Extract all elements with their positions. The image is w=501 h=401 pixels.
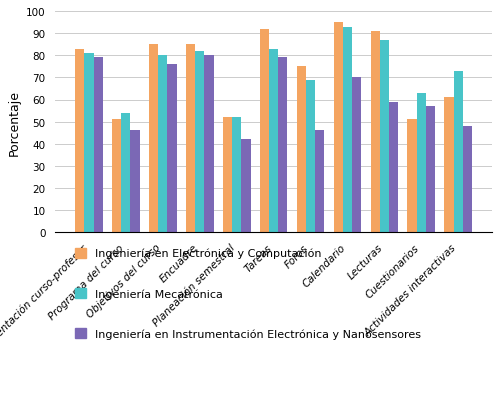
Bar	[388, 103, 397, 233]
Bar	[296, 67, 305, 233]
Bar	[407, 120, 416, 233]
Bar	[453, 71, 462, 233]
Bar	[425, 107, 434, 233]
Bar	[315, 131, 324, 233]
Bar	[84, 54, 93, 233]
Bar	[379, 41, 388, 233]
Bar	[269, 49, 278, 233]
Bar	[204, 56, 213, 233]
Bar	[149, 45, 158, 233]
Y-axis label: Porcentaje: Porcentaje	[8, 89, 20, 155]
Bar	[93, 59, 103, 233]
Bar	[370, 32, 379, 233]
Bar	[185, 45, 195, 233]
Bar	[443, 98, 453, 233]
Bar	[195, 52, 204, 233]
Bar	[305, 80, 315, 233]
Bar	[462, 127, 471, 233]
Bar	[158, 56, 167, 233]
Legend: Ingeniería en Instrumentación Electrónica y Nanosensores: Ingeniería en Instrumentación Electrónic…	[71, 324, 425, 343]
Bar	[231, 118, 241, 233]
Bar	[342, 27, 351, 233]
Bar	[351, 78, 361, 233]
Bar	[112, 120, 121, 233]
Bar	[130, 131, 139, 233]
Bar	[333, 23, 342, 233]
Bar	[75, 49, 84, 233]
Legend: Ingeniería Mecatrónica: Ingeniería Mecatrónica	[71, 284, 227, 303]
Bar	[121, 113, 130, 233]
Bar	[241, 140, 250, 233]
Bar	[167, 65, 176, 233]
Legend: Ingeniería en Electrónica y Computación: Ingeniería en Electrónica y Computación	[71, 243, 326, 263]
Bar	[259, 30, 269, 233]
Bar	[416, 94, 425, 233]
Bar	[278, 59, 287, 233]
Bar	[222, 118, 231, 233]
